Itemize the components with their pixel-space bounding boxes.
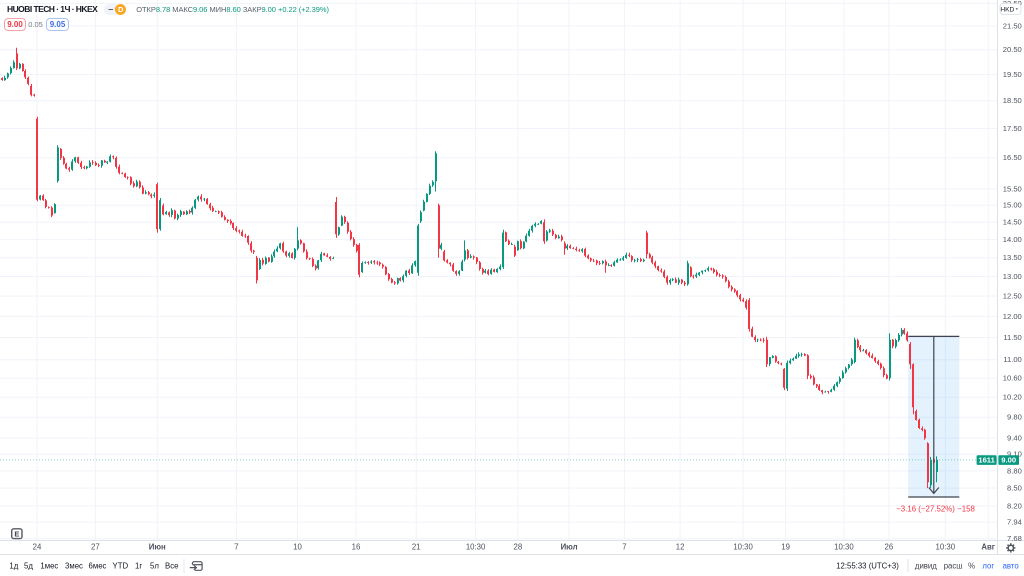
svg-text:16.50: 16.50: [1003, 153, 1022, 162]
svg-text:3мес: 3мес: [65, 562, 83, 571]
svg-text:5л: 5л: [150, 562, 159, 571]
svg-text:7: 7: [622, 543, 626, 552]
svg-text:9.80: 9.80: [1007, 413, 1022, 422]
svg-text:24: 24: [33, 543, 42, 552]
svg-text:17.50: 17.50: [1003, 124, 1022, 133]
svg-text:−3.16 (−27.52%) −158: −3.16 (−27.52%) −158: [896, 505, 975, 514]
svg-text:1мес: 1мес: [40, 562, 58, 571]
svg-text:18.50: 18.50: [1003, 96, 1022, 105]
svg-text:9.10: 9.10: [1007, 450, 1022, 459]
svg-text:1д: 1д: [9, 561, 18, 570]
svg-text:7.94: 7.94: [1007, 518, 1022, 527]
svg-text:9.40: 9.40: [1007, 433, 1022, 442]
svg-text:27: 27: [91, 543, 100, 552]
svg-text:Июн: Июн: [149, 543, 166, 552]
svg-text:1611: 1611: [978, 456, 995, 465]
svg-text:16: 16: [352, 543, 361, 552]
svg-text:10:30: 10:30: [466, 543, 486, 552]
svg-text:15.00: 15.00: [1003, 201, 1022, 210]
svg-text:19.50: 19.50: [1003, 70, 1022, 79]
svg-text:7.68: 7.68: [1007, 534, 1022, 543]
svg-text:12.00: 12.00: [1003, 312, 1022, 321]
svg-text:9.00: 9.00: [1001, 456, 1016, 465]
svg-text:5д: 5д: [24, 562, 33, 571]
svg-text:%: %: [968, 561, 975, 570]
svg-text:26: 26: [885, 543, 894, 552]
svg-text:расш: расш: [944, 561, 963, 570]
svg-text:13.00: 13.00: [1003, 272, 1022, 281]
svg-text:8.20: 8.20: [1007, 501, 1022, 510]
svg-text:21: 21: [412, 543, 421, 552]
svg-text:6мес: 6мес: [89, 562, 107, 571]
svg-text:10: 10: [293, 543, 302, 552]
svg-text:E: E: [14, 530, 19, 539]
svg-text:12.50: 12.50: [1003, 292, 1022, 301]
svg-text:12:55:33 (UTC+3): 12:55:33 (UTC+3): [836, 561, 899, 570]
svg-text:7: 7: [234, 543, 238, 552]
svg-text:21.50: 21.50: [1003, 21, 1022, 30]
svg-text:Июл: Июл: [561, 543, 578, 552]
svg-text:20.50: 20.50: [1003, 45, 1022, 54]
svg-text:1г: 1г: [135, 562, 142, 571]
svg-text:лог: лог: [982, 561, 994, 570]
svg-text:Все: Все: [165, 562, 178, 571]
svg-text:11.00: 11.00: [1003, 355, 1021, 364]
svg-text:13.50: 13.50: [1003, 253, 1022, 262]
svg-text:12: 12: [676, 543, 685, 552]
svg-text:14.00: 14.00: [1003, 235, 1022, 244]
svg-text:дивид: дивид: [915, 561, 937, 570]
svg-text:10:30: 10:30: [936, 543, 956, 552]
svg-text:8.80: 8.80: [1007, 466, 1022, 475]
svg-text:10:30: 10:30: [834, 543, 854, 552]
svg-text:28: 28: [514, 543, 523, 552]
svg-text:8.50: 8.50: [1007, 484, 1022, 493]
svg-text:HKD: HKD: [1000, 7, 1014, 14]
svg-text:Авг: Авг: [981, 543, 995, 552]
svg-text:YTD: YTD: [113, 562, 129, 571]
svg-text:11.50: 11.50: [1003, 333, 1021, 342]
svg-text:10:30: 10:30: [733, 543, 753, 552]
svg-text:авто: авто: [1003, 561, 1020, 570]
svg-text:10.60: 10.60: [1003, 374, 1022, 383]
svg-text:14.50: 14.50: [1003, 218, 1022, 227]
svg-text:19: 19: [781, 543, 790, 552]
svg-text:15.50: 15.50: [1003, 184, 1022, 193]
svg-text:10.20: 10.20: [1003, 393, 1022, 402]
